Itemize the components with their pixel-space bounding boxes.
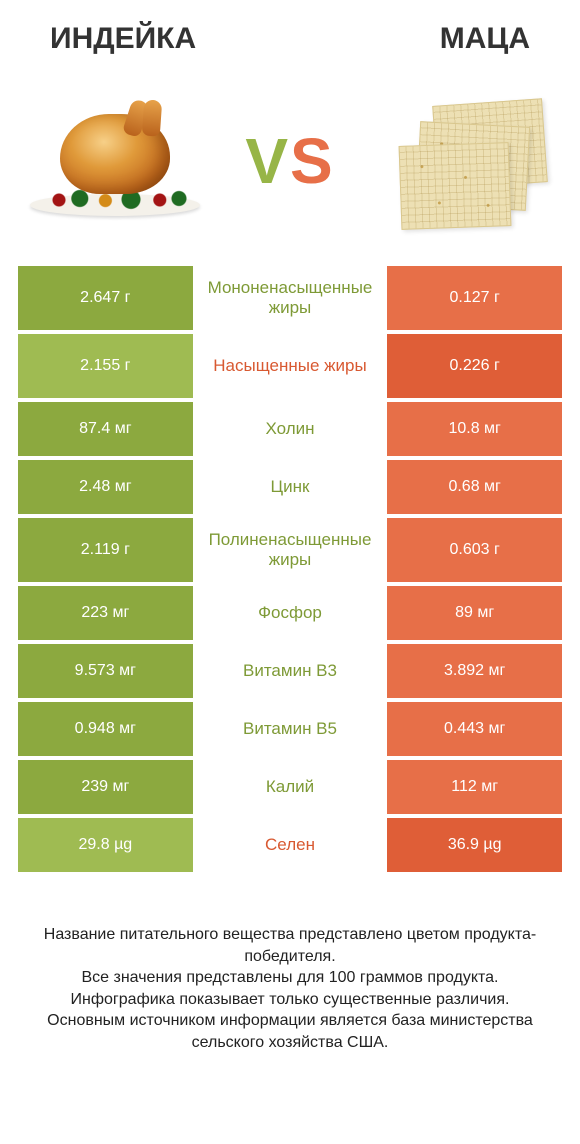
vs-v: V bbox=[245, 125, 290, 197]
table-row: 223 мгФосфор89 мг bbox=[18, 586, 562, 640]
nutrient-label: Цинк bbox=[193, 460, 388, 514]
table-row: 2.119 гПолиненасыщенные жиры0.603 г bbox=[18, 518, 562, 582]
value-left: 2.48 мг bbox=[18, 460, 193, 514]
title-left: Индейка bbox=[50, 22, 196, 56]
value-right: 0.603 г bbox=[387, 518, 562, 582]
footer-line: Все значения представлены для 100 граммо… bbox=[28, 967, 552, 989]
table-row: 0.948 мгВитамин B50.443 мг bbox=[18, 702, 562, 756]
value-right: 0.68 мг bbox=[387, 460, 562, 514]
header: Индейка Маца bbox=[0, 0, 580, 66]
table-row: 2.647 гМононенасыщенные жиры0.127 г bbox=[18, 266, 562, 330]
nutrient-label: Фосфор bbox=[193, 586, 388, 640]
comparison-table: 2.647 гМононенасыщенные жиры0.127 г2.155… bbox=[0, 266, 580, 872]
value-left: 29.8 µg bbox=[18, 818, 193, 872]
food-image-left bbox=[25, 91, 195, 231]
nutrient-label: Насыщенные жиры bbox=[193, 334, 388, 398]
nutrient-label: Полиненасыщенные жиры bbox=[193, 518, 388, 582]
value-right: 36.9 µg bbox=[387, 818, 562, 872]
food-image-right bbox=[385, 91, 555, 231]
table-row: 2.48 мгЦинк0.68 мг bbox=[18, 460, 562, 514]
nutrient-label: Селен bbox=[193, 818, 388, 872]
value-right: 0.443 мг bbox=[387, 702, 562, 756]
value-right: 0.226 г bbox=[387, 334, 562, 398]
value-left: 239 мг bbox=[18, 760, 193, 814]
title-right: Маца bbox=[440, 22, 530, 56]
footer-line: Основным источником информации является … bbox=[28, 1010, 552, 1053]
vs-s: S bbox=[290, 125, 335, 197]
table-row: 239 мгКалий112 мг bbox=[18, 760, 562, 814]
nutrient-label: Холин bbox=[193, 402, 388, 456]
table-row: 2.155 гНасыщенные жиры0.226 г bbox=[18, 334, 562, 398]
images-row: VS bbox=[0, 66, 580, 266]
nutrient-label: Витамин B3 bbox=[193, 644, 388, 698]
nutrient-label: Мононенасыщенные жиры bbox=[193, 266, 388, 330]
matzo-icon bbox=[390, 96, 550, 226]
vs-label: VS bbox=[245, 124, 334, 198]
value-left: 2.155 г bbox=[18, 334, 193, 398]
table-row: 87.4 мгХолин10.8 мг bbox=[18, 402, 562, 456]
value-left: 2.647 г bbox=[18, 266, 193, 330]
value-left: 0.948 мг bbox=[18, 702, 193, 756]
value-right: 112 мг bbox=[387, 760, 562, 814]
nutrient-label: Калий bbox=[193, 760, 388, 814]
nutrient-label: Витамин B5 bbox=[193, 702, 388, 756]
value-right: 10.8 мг bbox=[387, 402, 562, 456]
value-left: 223 мг bbox=[18, 586, 193, 640]
footer-line: Инфографика показывает только существенн… bbox=[28, 989, 552, 1011]
footer-note: Название питательного вещества представл… bbox=[0, 876, 580, 1054]
turkey-icon bbox=[35, 106, 185, 216]
table-row: 9.573 мгВитамин B33.892 мг bbox=[18, 644, 562, 698]
value-right: 0.127 г bbox=[387, 266, 562, 330]
table-row: 29.8 µgСелен36.9 µg bbox=[18, 818, 562, 872]
value-left: 87.4 мг bbox=[18, 402, 193, 456]
value-right: 3.892 мг bbox=[387, 644, 562, 698]
footer-line: Название питательного вещества представл… bbox=[28, 924, 552, 967]
value-right: 89 мг bbox=[387, 586, 562, 640]
value-left: 9.573 мг bbox=[18, 644, 193, 698]
value-left: 2.119 г bbox=[18, 518, 193, 582]
